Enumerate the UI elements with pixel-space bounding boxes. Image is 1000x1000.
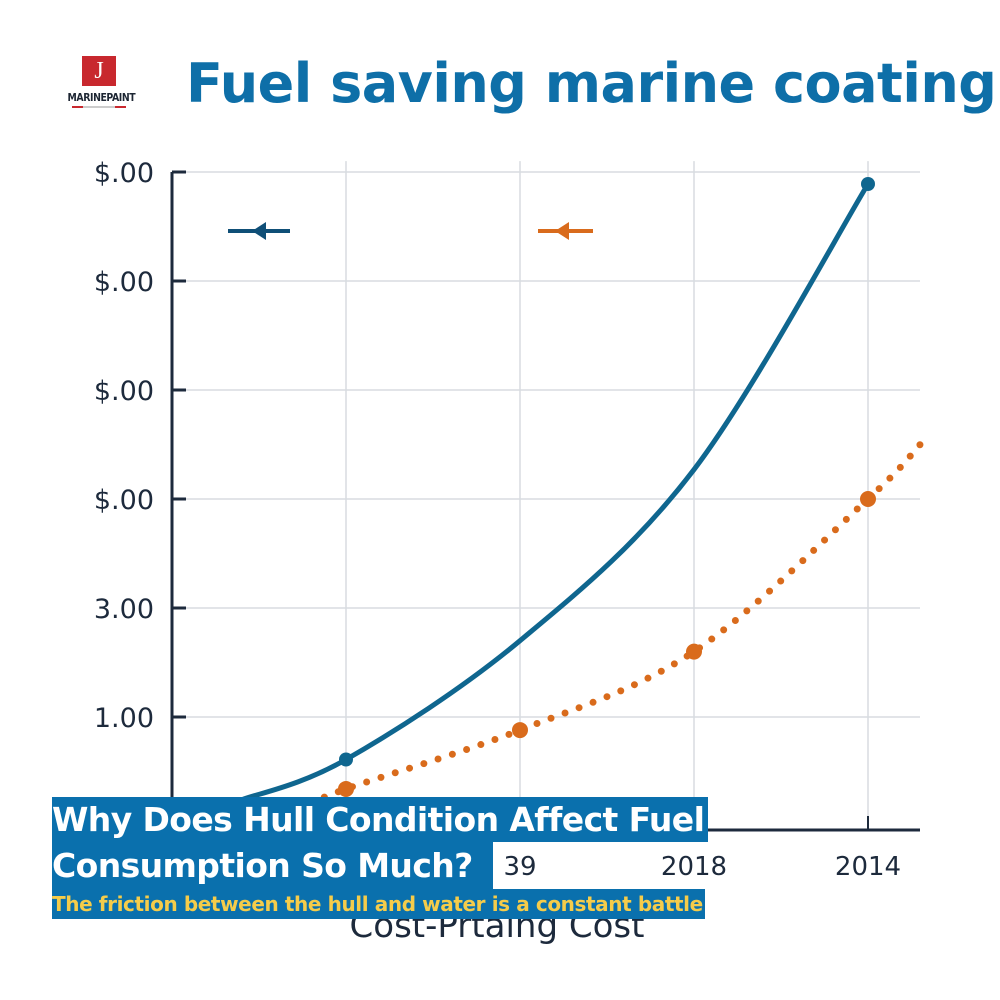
series-line-0 — [239, 181, 871, 803]
page-title: Fuel saving marine coating — [186, 52, 997, 115]
logo: J MARINEPAINT — [62, 56, 136, 108]
banner-subtitle: The friction between the hull and water … — [52, 889, 705, 919]
banner-headline-line1: Why Does Hull Condition Affect Fuel — [52, 797, 709, 842]
legend-arrow-orange-icon — [555, 222, 569, 240]
y-tick-label: 1.00 — [94, 703, 154, 734]
y-tick-label: $.00 — [94, 267, 154, 298]
y-tick-label: $.00 — [94, 376, 154, 407]
logo-rule — [72, 106, 126, 108]
y-tick-label: $.00 — [94, 485, 154, 516]
y-tick-label: 3.00 — [94, 594, 154, 625]
data-point — [860, 491, 876, 507]
legend-arrow-blue-icon — [252, 222, 266, 240]
banner-headline-line2: Consumption So Much? — [52, 842, 493, 889]
x-tick-label: 2014 — [835, 852, 901, 882]
data-point — [338, 780, 354, 797]
x-tick-label: 2018 — [661, 852, 727, 882]
logo-mark: J — [82, 56, 116, 86]
logo-name: MARINEPAINT — [67, 91, 136, 104]
y-tick-label: $.00 — [94, 158, 154, 189]
data-point — [686, 643, 702, 660]
data-point — [512, 722, 528, 739]
data-point — [861, 176, 875, 191]
data-point — [339, 752, 353, 767]
x-tick-label: 39 — [503, 852, 536, 882]
